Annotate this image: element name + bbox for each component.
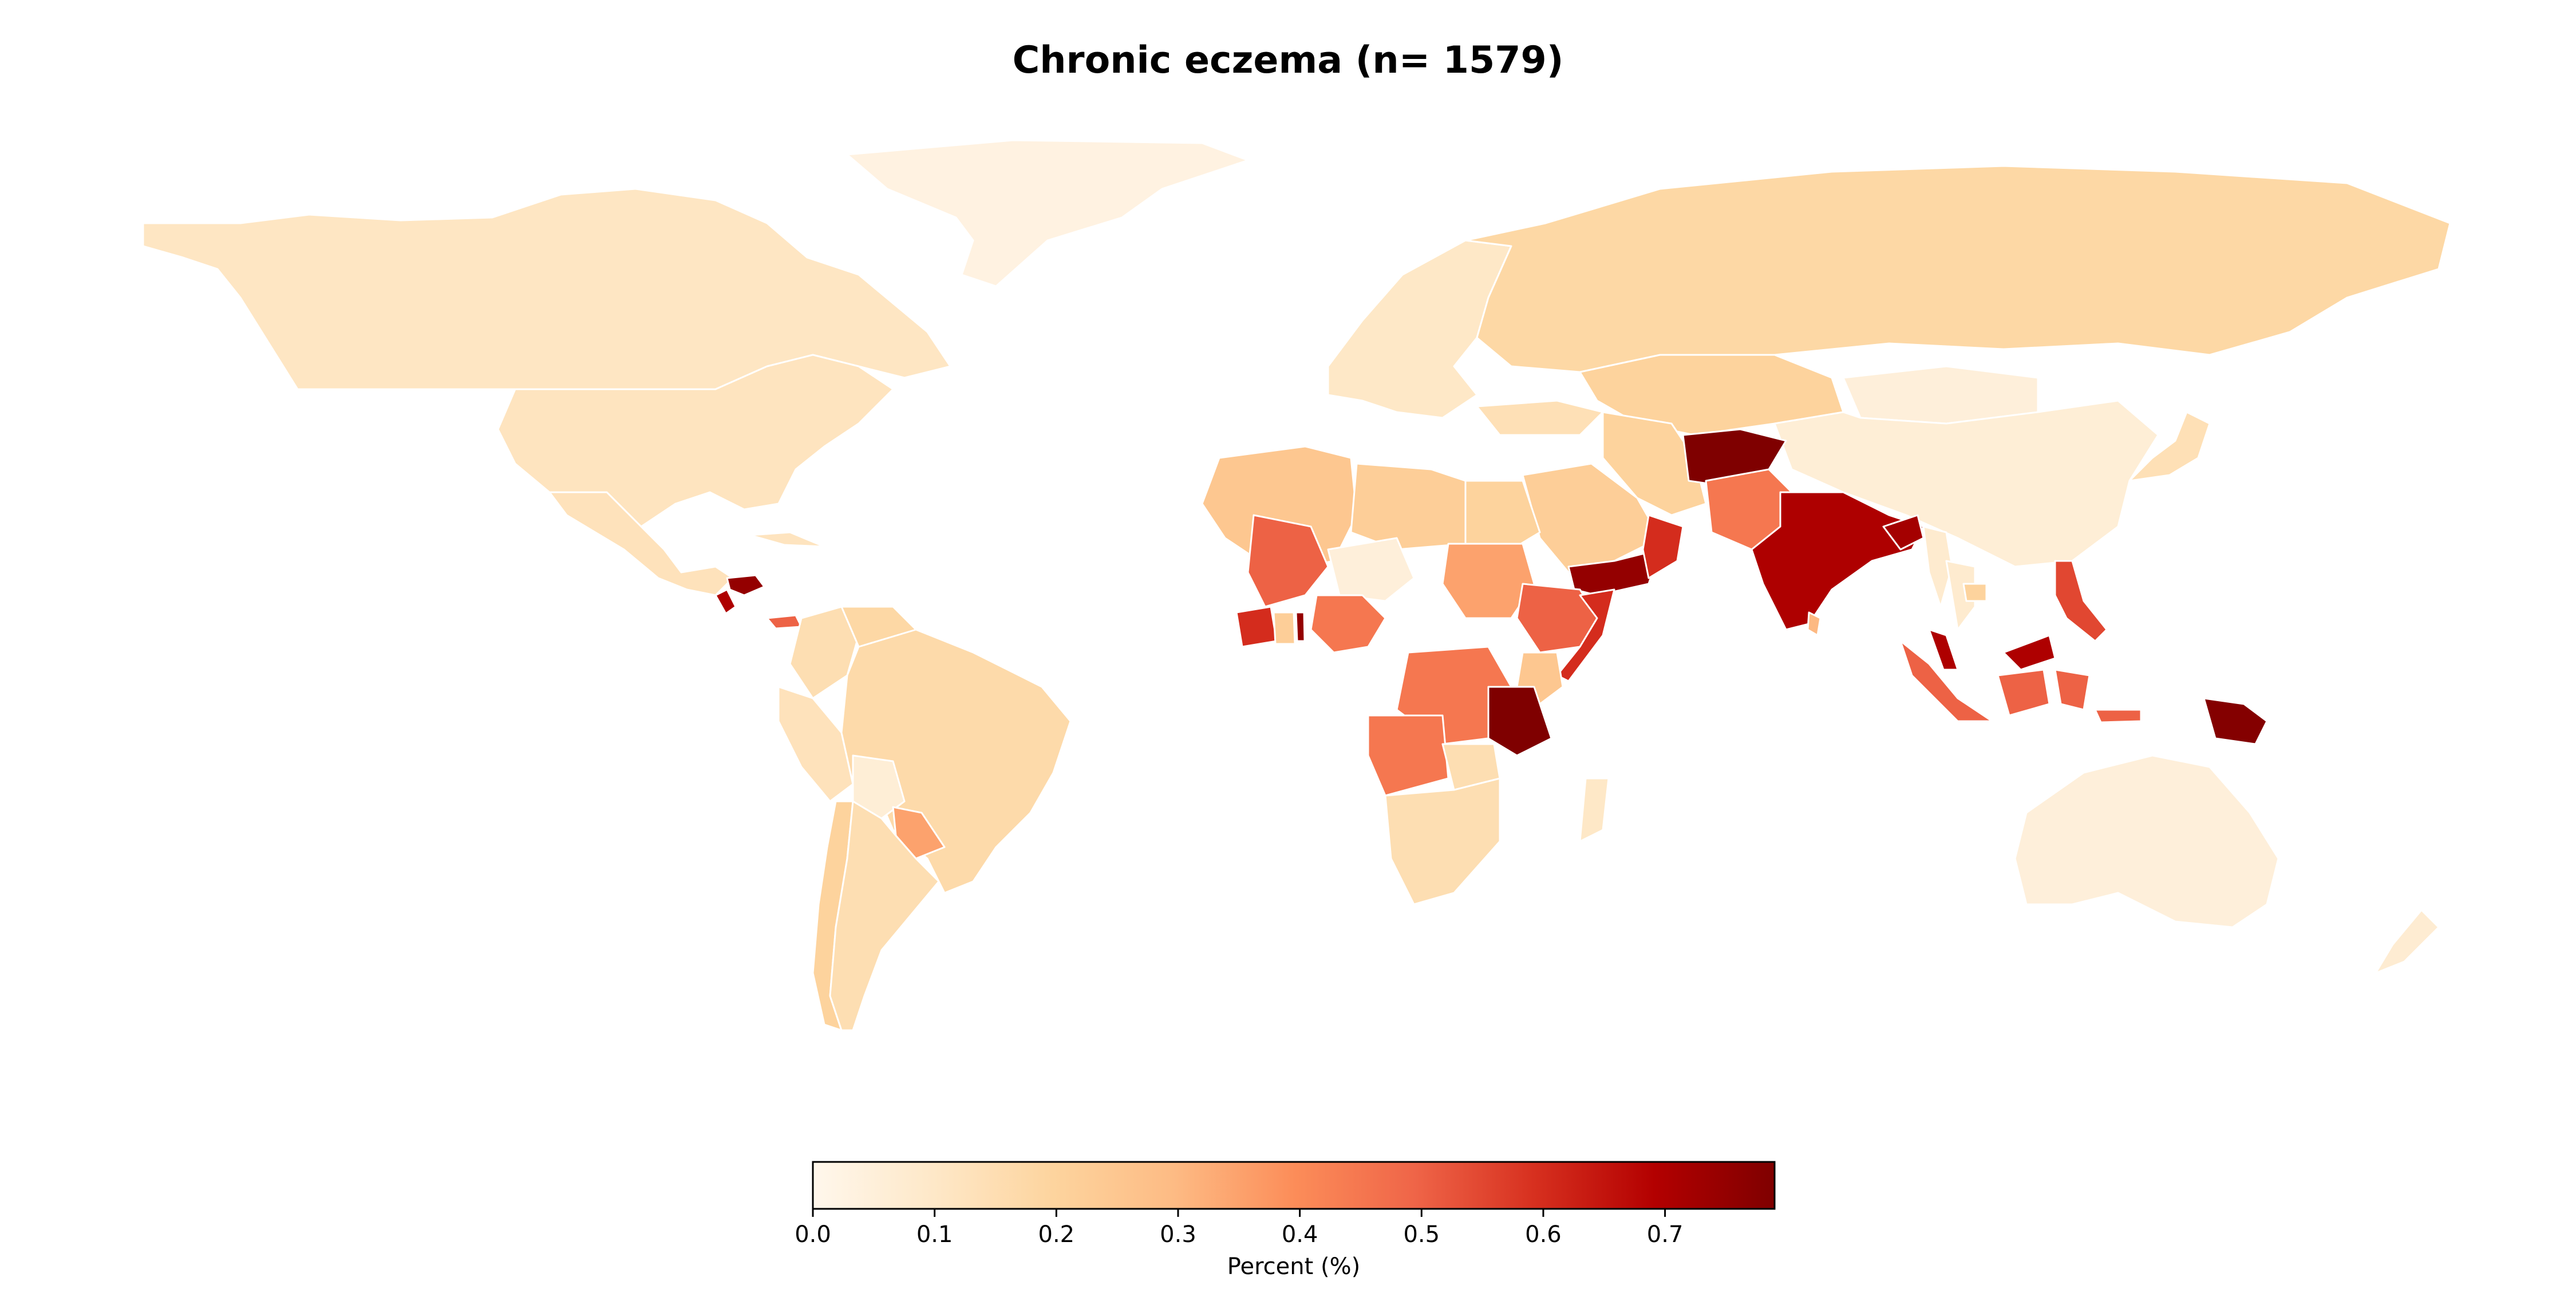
region-egypt bbox=[1464, 480, 1541, 551]
colorbar-tick-label: 0.6 bbox=[1525, 1221, 1562, 1248]
region-niger bbox=[1327, 537, 1415, 602]
region-new-zealand bbox=[2374, 909, 2440, 974]
colorbar-tick-label: 0.2 bbox=[1038, 1221, 1075, 1248]
region-india bbox=[1751, 491, 1925, 631]
region-ivory-coast bbox=[1235, 606, 1278, 648]
region-thailand bbox=[1945, 560, 1976, 631]
region-greenland bbox=[846, 139, 1249, 287]
region-malaysia bbox=[1928, 628, 2056, 671]
region-russia bbox=[1464, 165, 2451, 373]
region-panama bbox=[766, 614, 803, 630]
region-australia bbox=[2014, 754, 2279, 928]
region-madagascar bbox=[1579, 777, 1610, 843]
region-nigeria bbox=[1310, 594, 1386, 654]
region-papua-new-guinea bbox=[2203, 697, 2268, 745]
region-paraguay bbox=[892, 806, 946, 860]
region-indonesia bbox=[1899, 640, 2142, 723]
region-cuba bbox=[749, 531, 825, 548]
region-sri-lanka bbox=[1807, 611, 1822, 636]
region-japan bbox=[2128, 411, 2211, 482]
region-mali bbox=[1247, 514, 1329, 608]
region-peru bbox=[777, 686, 854, 802]
region-libya bbox=[1350, 462, 1467, 551]
region-europe bbox=[1327, 239, 1512, 419]
region-china bbox=[1773, 400, 2159, 568]
region-canada bbox=[142, 188, 951, 390]
colorbar-ticks: 0.0 0.1 0.2 0.3 0.4 0.5 0.6 0.7 bbox=[795, 1209, 1683, 1248]
colorbar: 0.0 0.1 0.2 0.3 0.4 0.5 0.6 0.7 bbox=[795, 1161, 1776, 1248]
country-layer bbox=[142, 139, 2451, 1031]
region-tanzania bbox=[1487, 686, 1552, 757]
region-oman bbox=[1642, 514, 1684, 579]
region-togo bbox=[1295, 611, 1306, 642]
colorbar-tick-label: 0.1 bbox=[916, 1221, 953, 1248]
map-title: Chronic eczema (n= 1579) bbox=[1012, 39, 1564, 82]
region-iran bbox=[1602, 411, 1707, 516]
colorbar-tick-label: 0.4 bbox=[1282, 1221, 1318, 1248]
region-saudi-arabia bbox=[1522, 462, 1661, 574]
region-ghana bbox=[1273, 611, 1296, 645]
region-honduras bbox=[726, 574, 765, 596]
region-myanmar bbox=[1922, 525, 1953, 608]
region-turkey bbox=[1476, 400, 1604, 436]
region-angola bbox=[1367, 714, 1449, 797]
region-cambodia bbox=[1962, 583, 1988, 602]
region-philippines bbox=[2054, 560, 2108, 642]
region-sudan bbox=[1441, 543, 1535, 619]
region-somalia bbox=[1556, 588, 1615, 682]
colorbar-tick-label: 0.3 bbox=[1160, 1221, 1196, 1248]
colorbar-tick-label: 0.7 bbox=[1647, 1221, 1684, 1248]
colorbar-fill bbox=[812, 1161, 1776, 1210]
region-guatemala bbox=[714, 588, 737, 615]
region-mexico bbox=[548, 491, 734, 596]
region-bangladesh bbox=[1882, 514, 1925, 551]
colorbar-tick-label: 0.0 bbox=[795, 1221, 831, 1248]
region-south-africa bbox=[1384, 777, 1501, 905]
colorbar-label: Percent (%) bbox=[1227, 1253, 1361, 1280]
region-argentina bbox=[829, 800, 940, 1031]
colorbar-tick-label: 0.5 bbox=[1403, 1221, 1440, 1248]
